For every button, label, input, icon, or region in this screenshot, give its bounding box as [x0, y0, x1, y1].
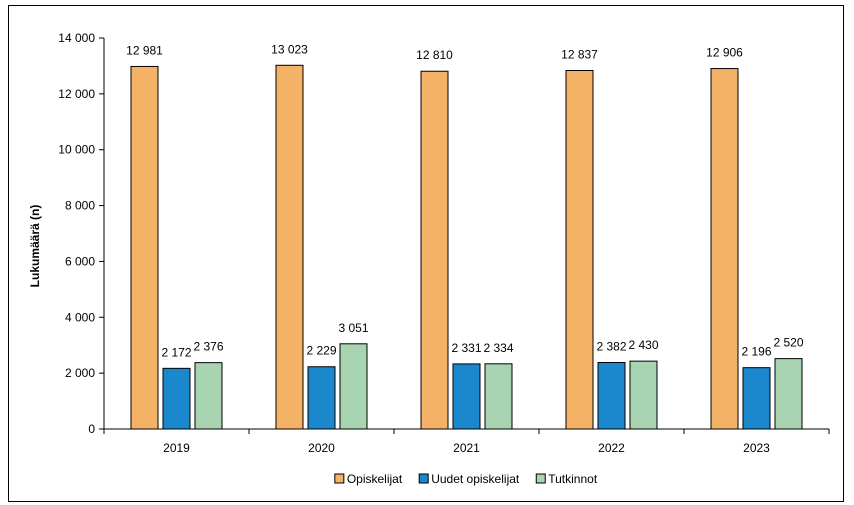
data-label: 12 981 — [126, 43, 163, 57]
data-labels: 12 981 13 023 12 810 12 837 12 906 2 172 2 229… — [126, 42, 804, 359]
bar-opiskelijat — [565, 69, 594, 430]
y-tick-label: 8 000 — [65, 199, 95, 213]
chart-frame: Lukumäärä (n) 0 2 000 4 000 6 000 8 000 10 00… — [8, 5, 844, 502]
y-tick-label: 10 000 — [58, 143, 95, 157]
data-label: 2 196 — [741, 345, 771, 359]
bar-opiskelijat — [710, 68, 739, 430]
bar-uudet-opiskelijat — [742, 367, 771, 430]
bar-opiskelijat — [275, 64, 304, 430]
x-tick-label: 2020 — [308, 441, 335, 455]
bar-tutkinnot — [484, 363, 513, 430]
y-tick-label: 0 — [88, 422, 95, 436]
bar-chart: Lukumäärä (n) 0 2 000 4 000 6 000 8 000 10 00… — [28, 31, 830, 486]
y-axis-title: Lukumäärä (n) — [28, 205, 42, 288]
legend-swatch — [418, 473, 429, 484]
legend: Opiskelijat Uudet opiskelijat Tutkinnot — [334, 472, 598, 486]
data-label: 2 229 — [306, 344, 336, 358]
legend-swatch — [334, 473, 345, 484]
x-tick-label: 2019 — [163, 441, 190, 455]
data-label: 12 906 — [706, 46, 743, 60]
bar-uudet-opiskelijat — [307, 366, 336, 430]
data-label: 2 520 — [773, 336, 803, 350]
data-label: 12 810 — [416, 48, 453, 62]
data-label: 2 172 — [161, 345, 191, 359]
data-label: 2 382 — [596, 339, 626, 353]
legend-label: Opiskelijat — [347, 472, 403, 486]
bar-uudet-opiskelijat — [162, 367, 191, 430]
bar-tutkinnot — [194, 362, 223, 430]
data-label: 13 023 — [271, 42, 308, 56]
bar-uudet-opiskelijat — [452, 363, 481, 430]
data-label: 2 331 — [451, 341, 481, 355]
y-tick-label: 12 000 — [58, 87, 95, 101]
legend-swatch — [535, 473, 546, 484]
legend-label: Uudet opiskelijat — [431, 472, 520, 486]
data-label: 2 334 — [483, 341, 513, 355]
y-tick-label: 2 000 — [65, 366, 95, 380]
legend-label: Tutkinnot — [548, 472, 598, 486]
x-tick-label: 2023 — [743, 441, 770, 455]
y-tick-label: 6 000 — [65, 254, 95, 268]
x-axis: 2019 2020 2021 2022 2023 — [103, 428, 830, 455]
y-tick-label: 14 000 — [58, 31, 95, 45]
bar-opiskelijat — [130, 65, 159, 430]
bars — [130, 64, 803, 430]
x-tick-label: 2022 — [598, 441, 625, 455]
bar-tutkinnot — [339, 343, 368, 430]
data-label: 2 376 — [193, 340, 223, 354]
data-label: 2 430 — [628, 338, 658, 352]
y-tick-label: 4 000 — [65, 310, 95, 324]
x-tick-label: 2021 — [453, 441, 480, 455]
bar-tutkinnot — [774, 358, 803, 430]
data-label: 12 837 — [561, 47, 598, 61]
y-axis: 0 2 000 4 000 6 000 8 000 10 000 12 000 14 000 — [58, 31, 105, 436]
data-label: 3 051 — [338, 321, 368, 335]
bar-tutkinnot — [629, 360, 658, 430]
bar-opiskelijat — [420, 70, 449, 430]
bar-uudet-opiskelijat — [597, 361, 626, 430]
